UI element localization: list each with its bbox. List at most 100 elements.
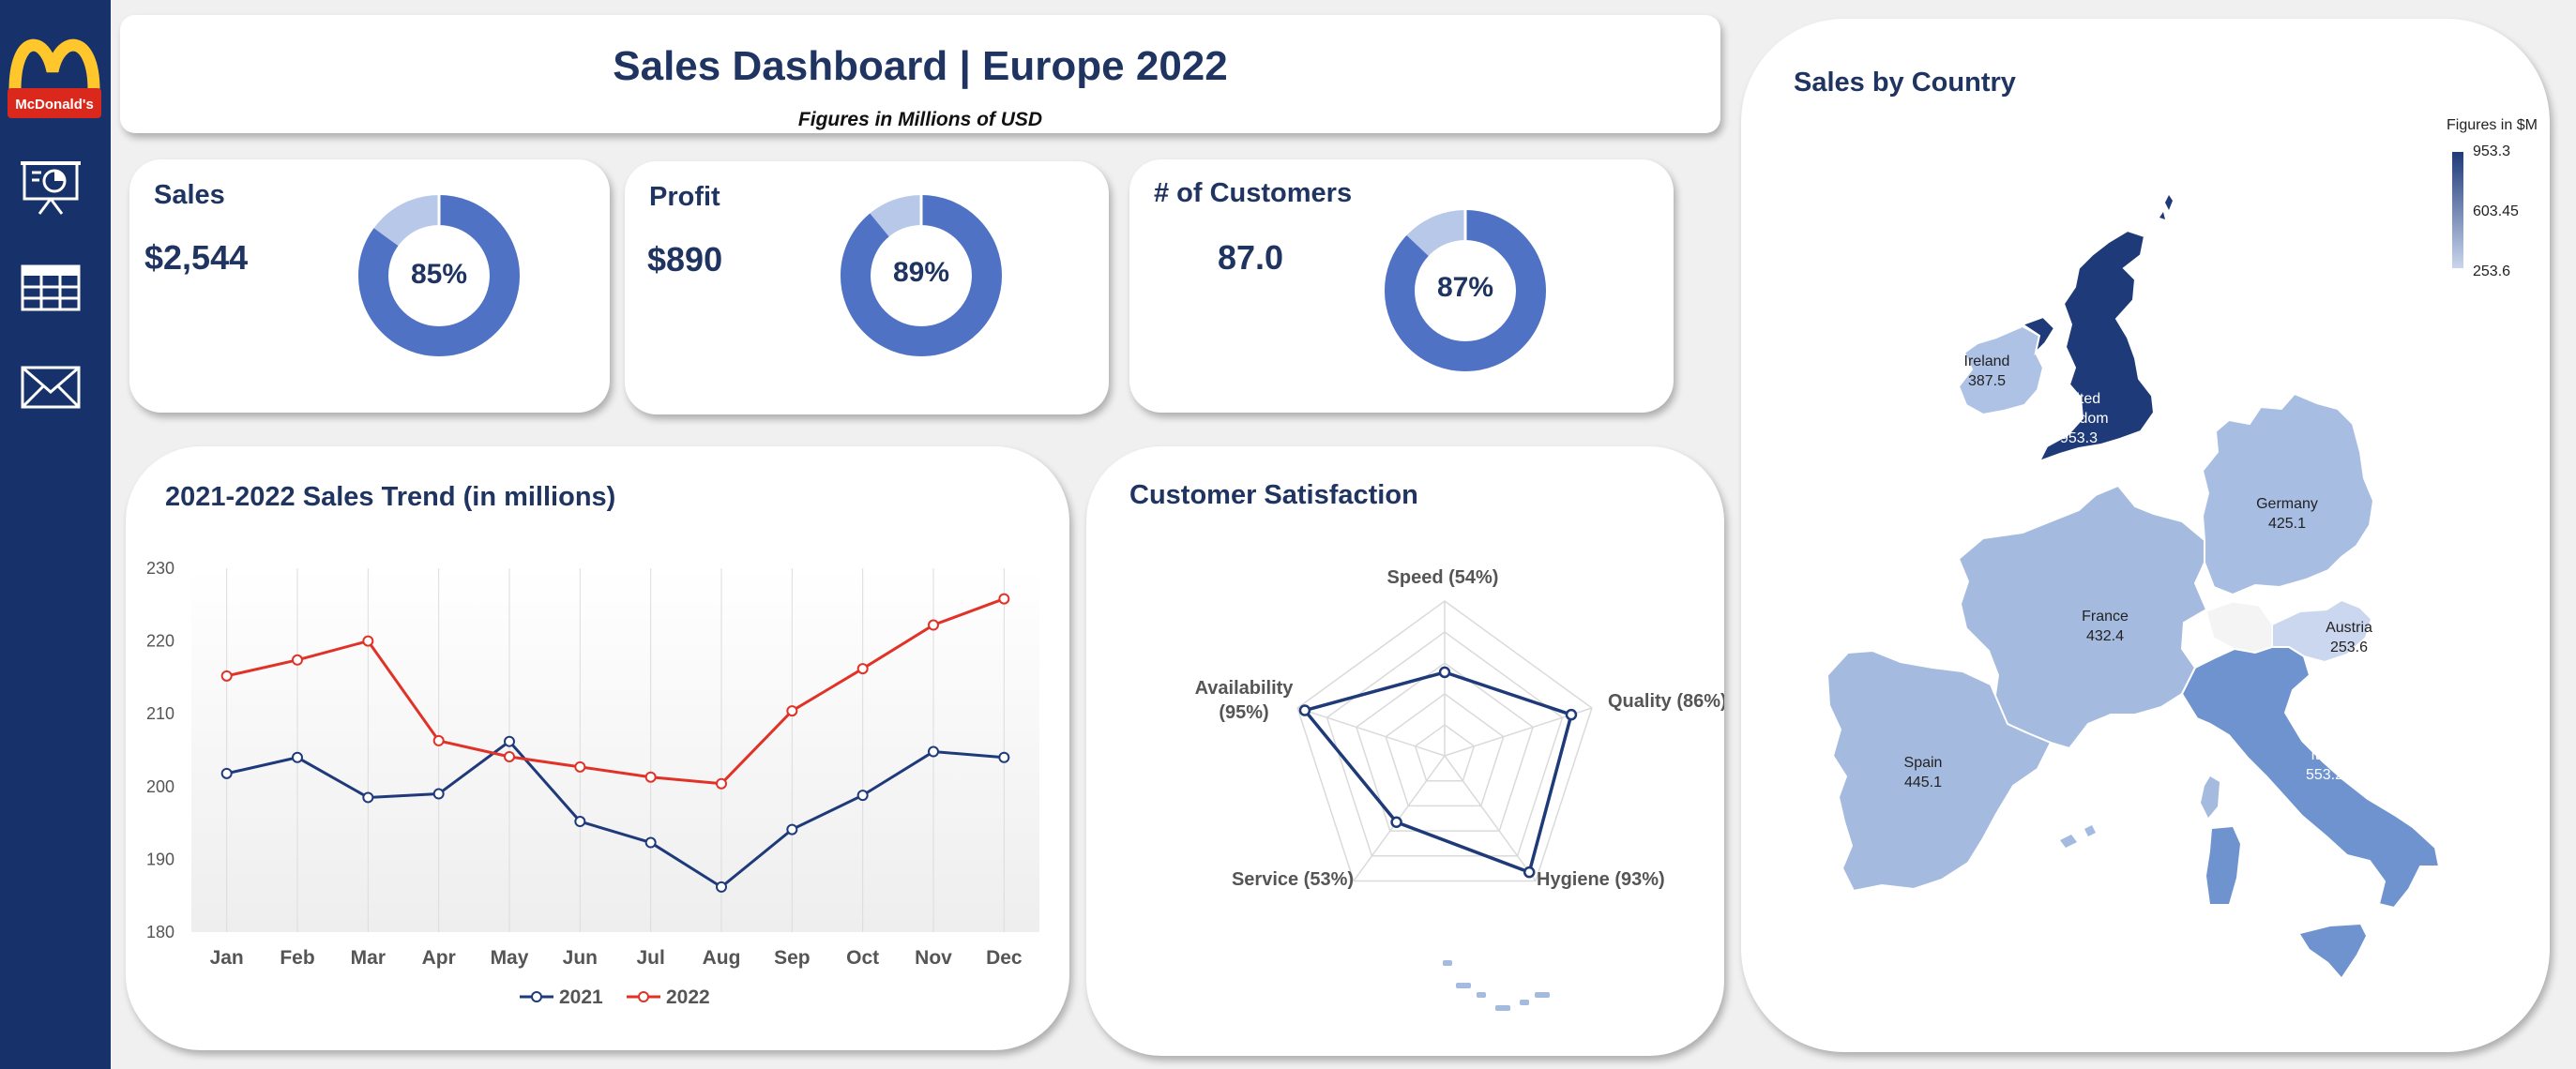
sales-by-country-card: Sales by Country United Kingdom 953.3 bbox=[1741, 19, 2550, 1052]
kpi-value: $890 bbox=[647, 240, 723, 279]
data-point bbox=[574, 760, 586, 773]
country-label: Germany bbox=[2256, 496, 2318, 512]
country-germany[interactable] bbox=[2201, 392, 2375, 596]
map-island bbox=[1495, 1005, 1510, 1011]
x-tick-label: Feb bbox=[280, 947, 314, 969]
envelope-icon[interactable] bbox=[19, 360, 83, 416]
x-tick-label: Oct bbox=[846, 947, 879, 969]
data-point bbox=[856, 790, 869, 802]
data-point bbox=[362, 635, 374, 647]
data-point bbox=[644, 836, 657, 849]
chart-title: 2021-2022 Sales Trend (in millions) bbox=[165, 482, 616, 512]
y-tick-label: 200 bbox=[146, 777, 174, 796]
x-tick-label: May bbox=[491, 947, 529, 969]
data-point bbox=[504, 750, 515, 762]
map-island bbox=[1477, 992, 1486, 998]
country-label: Italy bbox=[2311, 747, 2338, 763]
country-label: 432.4 bbox=[2086, 628, 2124, 644]
data-point bbox=[220, 670, 233, 682]
legend-tick-label: 603.45 bbox=[2473, 203, 2519, 219]
country-label: 445.1 bbox=[1904, 775, 1942, 790]
data-point bbox=[856, 663, 869, 675]
legend-marker bbox=[638, 991, 649, 1002]
radar-axis-label: Hygiene (93%) bbox=[1537, 869, 1665, 890]
country-italy-sicily[interactable] bbox=[2300, 925, 2366, 977]
legend-tick-label: 953.3 bbox=[2473, 143, 2510, 159]
y-tick-label: 210 bbox=[146, 704, 174, 723]
kpi-label: # of Customers bbox=[1154, 178, 1353, 208]
country-united-kingdom-ni[interactable] bbox=[2020, 315, 2056, 356]
europe-map: United Kingdom 953.3 Ireland 387.5 Germany 425… bbox=[1826, 117, 2538, 977]
radar-axis-label: Availability (95%) bbox=[1195, 678, 1295, 723]
map-island bbox=[1456, 983, 1471, 988]
kpi-label: Profit bbox=[649, 182, 720, 212]
radar-grid-ring bbox=[1296, 600, 1593, 882]
data-point bbox=[716, 777, 727, 790]
kpi-value: 87.0 bbox=[1218, 238, 1284, 277]
kpi-donut bbox=[1385, 210, 1546, 371]
x-tick-label: Jul bbox=[636, 947, 664, 969]
country-label: 553.2 bbox=[2306, 767, 2343, 783]
series-line-2022 bbox=[226, 597, 1005, 786]
legend-label: 2021 bbox=[559, 986, 603, 1008]
country-united-kingdom[interactable] bbox=[2037, 229, 2156, 463]
radar-point bbox=[1565, 708, 1578, 721]
country-france-corsica[interactable] bbox=[2201, 776, 2220, 818]
kpi-value: $2,544 bbox=[144, 238, 249, 277]
legend-marker bbox=[531, 991, 542, 1002]
plot-area bbox=[191, 568, 1039, 932]
data-point bbox=[292, 654, 303, 666]
data-point bbox=[432, 788, 445, 800]
data-point bbox=[292, 751, 303, 763]
country-label: Spain bbox=[1904, 755, 1943, 771]
legend-label: 2022 bbox=[666, 986, 710, 1008]
country-ireland[interactable] bbox=[1957, 324, 2045, 416]
country-label: 953.3 bbox=[2060, 430, 2098, 446]
country-label: Ireland bbox=[1964, 354, 2010, 369]
radar-axis-label: Quality (86%) bbox=[1608, 691, 1724, 712]
radar-spoke bbox=[1296, 707, 1446, 757]
country-label: United bbox=[2057, 391, 2100, 407]
country-label: Austria bbox=[2326, 620, 2372, 636]
customer-satisfaction-card: Customer Satisfaction Speed (54%) Quality… bbox=[1086, 446, 1724, 1056]
country-italy-sardinia[interactable] bbox=[2206, 827, 2240, 904]
country-uk-islands bbox=[2159, 195, 2173, 219]
sales-trend-chart: Jan Feb Mar Apr May Jun Jul Aug Sep Oct Nov Dec 180 1… bbox=[146, 559, 1039, 1008]
radar-grid-ring bbox=[1355, 662, 1535, 832]
y-tick-label: 220 bbox=[146, 632, 174, 651]
title-card: Sales Dashboard | Europe 2022 Figures in… bbox=[120, 15, 1720, 133]
x-tick-label: Jan bbox=[210, 947, 244, 969]
data-point bbox=[220, 767, 233, 779]
x-tick-label: Mar bbox=[351, 947, 386, 969]
radar-point bbox=[1523, 866, 1536, 879]
data-point bbox=[786, 823, 798, 836]
data-point bbox=[998, 593, 1010, 605]
x-tick-label: Aug bbox=[703, 947, 741, 969]
table-grid-icon[interactable] bbox=[19, 261, 83, 317]
country-label: 253.6 bbox=[2330, 640, 2368, 655]
series-line-2021 bbox=[226, 739, 1005, 889]
country-spain-islands bbox=[2060, 825, 2096, 848]
kpi-card-customers: # of Customers 87.0 87% bbox=[1129, 159, 1674, 413]
radar-spoke bbox=[1444, 755, 1537, 881]
mcdonalds-logo: McDonald's bbox=[8, 38, 101, 118]
radar-grid-ring bbox=[1385, 693, 1505, 807]
data-point bbox=[644, 771, 657, 783]
country-italy[interactable] bbox=[2180, 646, 2441, 910]
customer-satisfaction-radar: Speed (54%) Quality (86%) Hygiene (93%) Ser… bbox=[1195, 567, 1724, 1011]
kpi-card-profit: Profit $890 89% bbox=[625, 161, 1109, 414]
kpi-percent: 89% bbox=[892, 257, 950, 288]
country-spain[interactable] bbox=[1826, 649, 2053, 893]
logo-text: McDonald's bbox=[15, 97, 94, 113]
x-tick-label: Apr bbox=[422, 947, 456, 969]
legend-tick-label: 253.6 bbox=[2473, 263, 2510, 279]
page-title: Sales Dashboard | Europe 2022 bbox=[613, 43, 1228, 89]
radar-axis-label: Speed (54%) bbox=[1387, 567, 1499, 588]
data-point bbox=[786, 705, 798, 717]
presentation-chart-icon[interactable] bbox=[19, 159, 83, 216]
x-tick-label: Dec bbox=[986, 947, 1023, 969]
chart-title: Sales by Country bbox=[1794, 68, 2016, 98]
radar-point bbox=[1390, 816, 1402, 828]
country-label: 387.5 bbox=[1968, 373, 2006, 389]
data-point bbox=[432, 734, 445, 746]
